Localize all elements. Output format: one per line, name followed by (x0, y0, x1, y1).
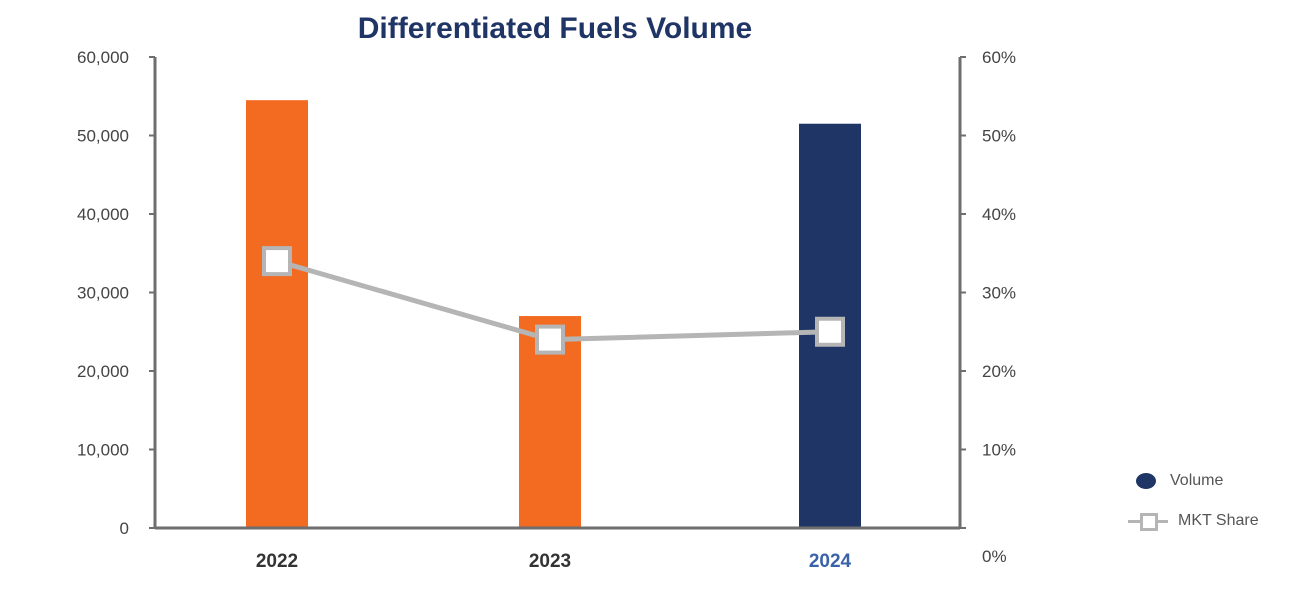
y-right-tick-label: 60% (982, 48, 1016, 67)
legend-swatch-volume (1136, 473, 1156, 489)
y-left-tick-label: 60,000 (77, 48, 129, 67)
chart-title: Differentiated Fuels Volume (357, 12, 753, 45)
y-right-tick-label: 30% (982, 284, 1016, 303)
y-left-tick-label: 10,000 (77, 441, 129, 460)
y-left-tick-label: 30,000 (77, 284, 129, 303)
x-tick-label-2022: 2022 (256, 551, 298, 572)
y-right-tick-label: 10% (982, 441, 1016, 460)
legend: Volume MKT Share (1128, 468, 1259, 548)
y-left-tick-label: 0 (120, 519, 129, 538)
legend-item-mkt-share: MKT Share (1128, 508, 1259, 534)
y-right-tick-label: 40% (982, 205, 1016, 224)
y-left-tick-label: 40,000 (77, 205, 129, 224)
y-left-tick-label: 50,000 (77, 127, 129, 146)
legend-label-mkt-share: MKT Share (1178, 512, 1259, 529)
x-tick-label-2023: 2023 (529, 551, 571, 572)
legend-item-volume: Volume (1128, 468, 1259, 494)
y-right-tick-label: 0% (982, 547, 1007, 566)
y-right-tick-label: 50% (982, 127, 1016, 146)
legend-swatch-mkt-share (1128, 513, 1168, 531)
y-right-tick-label: 20% (982, 362, 1016, 381)
marker-mkt-share-2022 (262, 246, 292, 277)
marker-mkt-share-2024 (815, 316, 845, 347)
marker-mkt-share-2023 (535, 324, 565, 355)
bar-volume-2022 (246, 100, 308, 527)
x-tick-label-2024: 2024 (809, 551, 852, 572)
y-left-tick-label: 20,000 (77, 362, 129, 381)
legend-label-volume: Volume (1170, 472, 1224, 489)
